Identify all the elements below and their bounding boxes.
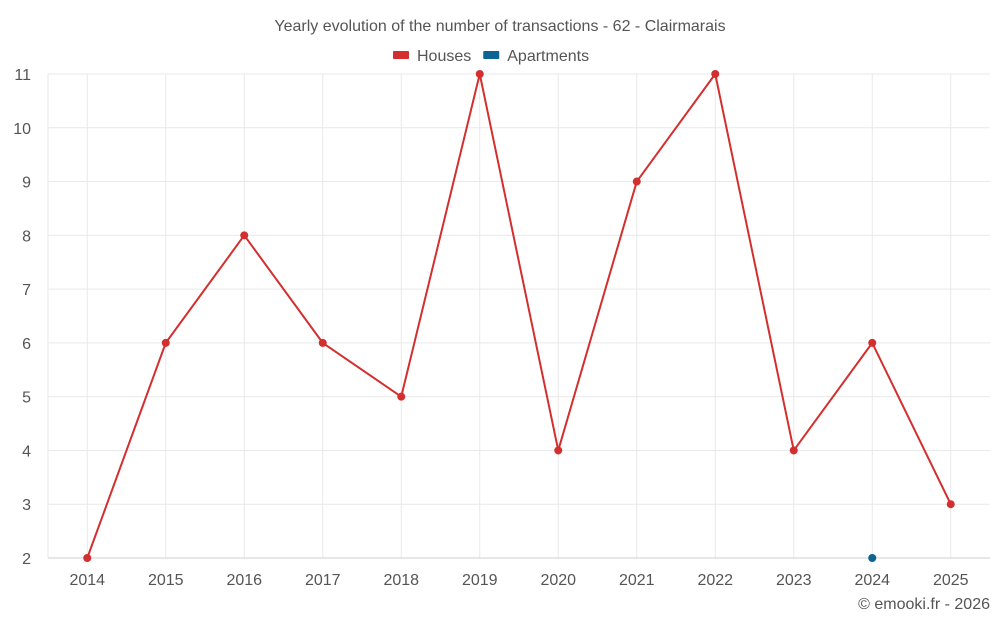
legend-swatch <box>483 51 500 59</box>
y-tick-label: 10 <box>13 121 31 138</box>
chart-title: Yearly evolution of the number of transa… <box>274 18 725 35</box>
legend-item-apartments[interactable]: Apartments <box>483 48 589 65</box>
x-axis: 2014 2015 2016 2017 2018 2019 2020 2021 2022 2023… <box>48 557 990 589</box>
x-tick-label: 2020 <box>540 572 576 589</box>
y-tick-label: 5 <box>22 390 31 407</box>
y-tick-label: 8 <box>22 228 31 245</box>
x-tick-label: 2021 <box>619 572 655 589</box>
y-axis: 2 3 4 5 6 7 8 9 10 11 <box>13 67 49 568</box>
houses-point[interactable] <box>554 446 563 455</box>
series-houses <box>83 70 955 562</box>
series-apartments <box>868 554 877 562</box>
houses-point[interactable] <box>868 338 877 347</box>
legend-label: Apartments <box>507 48 589 65</box>
credit-text: © emooki.fr - 2026 <box>858 596 990 613</box>
legend-item-houses[interactable]: Houses <box>393 48 471 65</box>
gridlines <box>48 73 990 558</box>
y-tick-label: 4 <box>22 443 31 460</box>
x-tick-label: 2019 <box>462 572 498 589</box>
houses-point[interactable] <box>397 392 406 401</box>
houses-point[interactable] <box>83 554 92 562</box>
series-layer <box>83 70 955 562</box>
x-tick-label: 2024 <box>854 572 890 589</box>
legend-label: Houses <box>417 48 471 65</box>
x-tick-label: 2023 <box>776 572 812 589</box>
houses-point[interactable] <box>475 70 484 78</box>
x-tick-label: 2014 <box>69 572 105 589</box>
x-tick-label: 2016 <box>226 572 262 589</box>
houses-point[interactable] <box>161 338 170 347</box>
x-tick-label: 2018 <box>383 572 419 589</box>
y-tick-label: 9 <box>22 175 31 192</box>
legend: Houses Apartments <box>393 48 589 65</box>
y-tick-label: 11 <box>14 67 31 84</box>
houses-line <box>86 73 952 559</box>
y-tick-label: 2 <box>22 551 31 568</box>
x-tick-label: 2022 <box>697 572 733 589</box>
houses-point[interactable] <box>240 231 249 240</box>
y-tick-label: 7 <box>22 282 31 299</box>
x-tick-label: 2015 <box>148 572 184 589</box>
y-tick-label: 3 <box>22 497 31 514</box>
y-tick-label: 6 <box>22 336 31 353</box>
houses-point[interactable] <box>632 177 641 186</box>
apartments-point[interactable] <box>868 554 877 562</box>
houses-point[interactable] <box>711 70 720 78</box>
x-tick-label: 2017 <box>305 572 341 589</box>
houses-point[interactable] <box>789 446 798 455</box>
houses-point[interactable] <box>318 338 327 347</box>
x-tick-label: 2025 <box>933 572 969 589</box>
houses-point[interactable] <box>946 500 955 509</box>
legend-swatch <box>393 51 409 59</box>
